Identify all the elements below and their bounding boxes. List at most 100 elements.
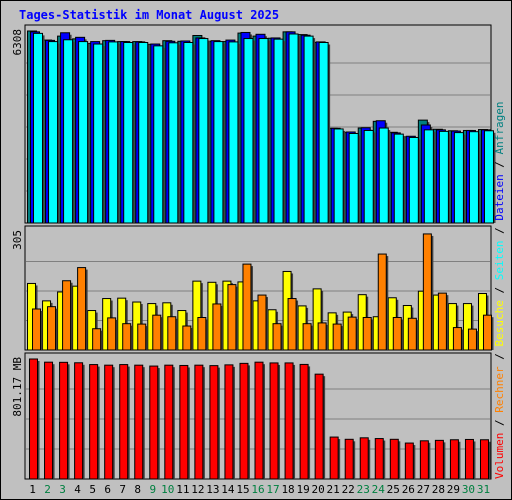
bar-volumen-day-24 (374, 438, 384, 480)
bar-volumen-day-11 (179, 364, 189, 480)
bar-besuche-day-29 (447, 303, 457, 351)
bar-volumen-day-23 (359, 437, 369, 480)
bar-volumen-day-27 (419, 440, 429, 480)
day-label-11: 11 (176, 483, 189, 496)
side-legend-part: Rechner (493, 366, 506, 413)
bar-seiten-day-2 (48, 41, 59, 224)
bar-volumen-day-7 (119, 364, 129, 480)
bar-seiten-day-10 (168, 42, 179, 224)
day-label-29: 29 (447, 483, 460, 496)
side-legend-part: / (493, 154, 506, 174)
day-label-3: 3 (59, 483, 66, 496)
bar-rechner-day-16 (257, 294, 267, 351)
bar-rechner-day-3 (62, 280, 72, 351)
bar-volumen-day-3 (59, 361, 69, 480)
bar-rechner-day-7 (122, 323, 132, 351)
bar-volumen-day-8 (134, 364, 144, 480)
bar-rechner-day-5 (92, 328, 102, 351)
bar-rechner-day-18 (287, 298, 297, 351)
bar-rechner-day-10 (167, 316, 177, 351)
bar-rechner-day-28 (437, 292, 447, 351)
side-legend: Volumen / Rechner / Besuche / Seiten / D… (493, 101, 506, 479)
bar-seiten-day-23 (363, 129, 374, 224)
bar-seiten-day-5 (93, 43, 104, 224)
bar-volumen-day-21 (329, 436, 339, 480)
side-legend-part: Anfragen (493, 101, 506, 154)
bar-volumen-day-10 (164, 364, 174, 480)
bar-volumen-day-12 (194, 364, 204, 480)
day-label-25: 25 (387, 483, 400, 496)
side-legend-part: Dateien (493, 174, 506, 220)
bar-volumen-day-25 (389, 438, 399, 480)
bar-volumen-day-6 (104, 364, 114, 480)
bar-besuche-day-30 (462, 303, 472, 351)
day-label-6: 6 (104, 483, 111, 496)
bar-volumen-day-18 (284, 362, 294, 480)
bar-rechner-day-24 (377, 253, 387, 351)
bar-volumen-day-13 (209, 365, 219, 480)
bar-volumen-day-17 (269, 362, 279, 480)
bar-rechner-day-31 (482, 314, 492, 351)
day-label-28: 28 (432, 483, 445, 496)
bar-seiten-day-31 (483, 130, 494, 224)
side-legend-part: / (493, 347, 506, 367)
bar-rechner-day-22 (347, 316, 357, 351)
bar-rechner-day-9 (152, 314, 162, 351)
bar-seiten-day-27 (423, 129, 434, 224)
bar-rechner-day-4 (77, 267, 87, 351)
bar-seiten-day-20 (318, 42, 329, 224)
day-label-4: 4 (74, 483, 81, 496)
bar-rechner-day-27 (422, 233, 432, 351)
chart-title: Tages-Statistik im Monat August 2025 (19, 8, 279, 22)
top-panel: 6308 (11, 24, 496, 224)
bar-volumen-day-26 (404, 442, 414, 480)
bar-rechner-day-14 (227, 284, 237, 351)
bar-seiten-day-13 (213, 41, 224, 224)
side-legend-part: / (493, 413, 506, 433)
day-label-8: 8 (134, 483, 141, 496)
bar-rechner-day-25 (392, 317, 402, 351)
bar-rechner-day-13 (212, 303, 222, 351)
bar-rechner-day-15 (242, 263, 252, 351)
day-label-10: 10 (161, 483, 174, 496)
side-legend-part: Volumen (493, 433, 506, 479)
bar-rechner-day-8 (137, 323, 147, 351)
day-label-5: 5 (89, 483, 96, 496)
side-legend-part: / (493, 280, 506, 300)
bar-seiten-day-15 (243, 38, 254, 224)
bar-volumen-day-19 (299, 363, 309, 480)
day-label-12: 12 (191, 483, 204, 496)
bar-volumen-day-28 (434, 439, 444, 480)
bar-seiten-day-7 (123, 42, 134, 224)
bar-rechner-day-1 (32, 308, 42, 351)
day-label-15: 15 (236, 483, 249, 496)
day-label-1: 1 (29, 483, 36, 496)
bar-volumen-day-5 (89, 364, 99, 480)
bar-seiten-day-12 (198, 38, 209, 224)
bar-seiten-day-11 (183, 42, 194, 224)
bar-volumen-day-2 (44, 361, 54, 480)
bar-rechner-day-2 (47, 306, 57, 351)
side-legend-part: Seiten (493, 241, 506, 281)
bar-seiten-day-4 (78, 41, 89, 224)
bar-volumen-day-4 (74, 362, 84, 480)
bar-besuche-day-12 (192, 280, 202, 351)
bar-seiten-day-1 (33, 32, 44, 224)
bar-rechner-day-17 (272, 323, 282, 351)
day-label-30: 30 (462, 483, 475, 496)
top-panel-max-label: 6308 (11, 29, 24, 56)
bar-seiten-day-3 (63, 39, 74, 224)
bar-seiten-day-21 (333, 128, 344, 224)
bar-rechner-day-29 (452, 327, 462, 351)
day-label-7: 7 (119, 483, 126, 496)
day-label-13: 13 (206, 483, 219, 496)
day-label-18: 18 (281, 483, 294, 496)
bar-volumen-day-16 (254, 361, 264, 480)
day-label-21: 21 (327, 483, 340, 496)
day-label-20: 20 (312, 483, 325, 496)
side-legend-part: Besuche (493, 300, 506, 346)
bottom-panel: 801.17 MB (11, 352, 492, 480)
day-label-16: 16 (251, 483, 264, 496)
bar-rechner-day-23 (362, 317, 372, 351)
bar-seiten-day-30 (468, 131, 479, 224)
